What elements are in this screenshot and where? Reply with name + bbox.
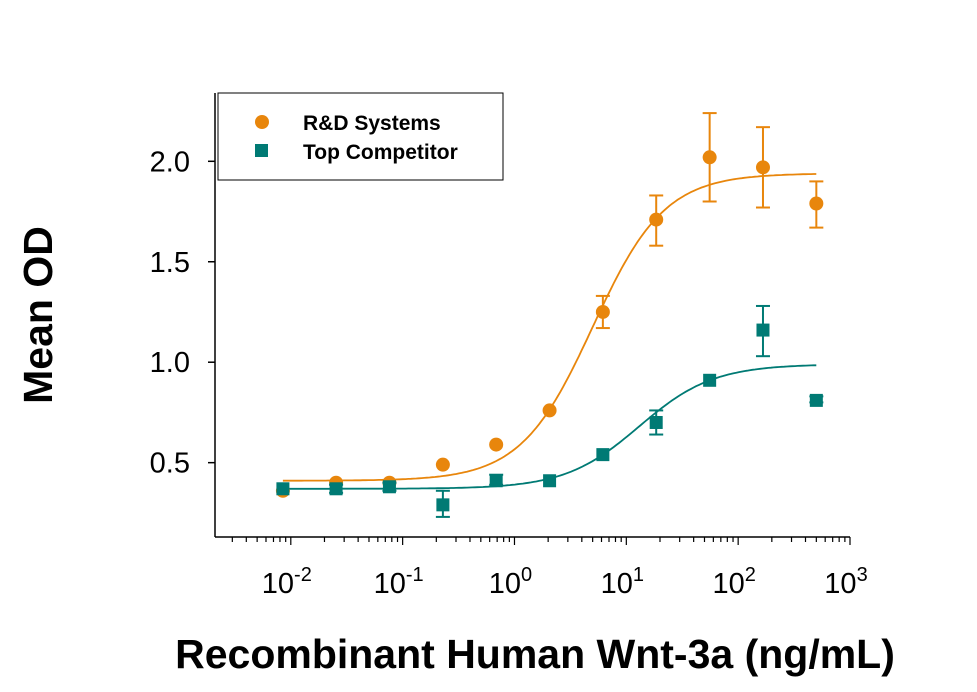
data-point-square bbox=[382, 480, 396, 494]
data-point-square bbox=[489, 474, 503, 488]
data-point-circle bbox=[755, 160, 770, 175]
y-tick-label: 0.5 bbox=[150, 448, 190, 480]
legend-label-rd-systems: R&D Systems bbox=[303, 112, 441, 135]
data-point-circle bbox=[649, 212, 664, 227]
data-point-square bbox=[809, 393, 823, 407]
x-tick-label: 103 bbox=[824, 564, 867, 600]
data-point-square bbox=[703, 373, 717, 387]
x-tick-label: 101 bbox=[601, 564, 644, 600]
legend: R&D Systems Top Competitor bbox=[217, 92, 504, 181]
fit-curve bbox=[282, 364, 817, 490]
y-tick-label: 2.0 bbox=[150, 146, 190, 178]
x-tick-label: 100 bbox=[489, 564, 532, 600]
x-tick-label: 10-1 bbox=[374, 564, 424, 600]
data-point-circle bbox=[435, 457, 450, 472]
fit-curves bbox=[282, 173, 817, 490]
x-axis-title: Recombinant Human Wnt-3a (ng/mL) bbox=[175, 631, 895, 677]
data-point-square bbox=[596, 448, 610, 462]
x-tick-label: 10-2 bbox=[262, 564, 312, 600]
data-point-circle bbox=[595, 304, 610, 319]
data-point-circle bbox=[809, 196, 824, 211]
y-tick-label: 1.0 bbox=[150, 347, 190, 379]
axes: 0.5 1.0 1.5 2.0 10-2 10-1 100 101 102 103 bbox=[150, 93, 868, 600]
legend-box bbox=[217, 92, 504, 181]
data-point-square bbox=[329, 482, 343, 496]
data-point-square bbox=[276, 482, 290, 496]
y-axis-title: Mean OD bbox=[15, 226, 61, 404]
legend-marker-rd-systems bbox=[255, 115, 269, 129]
data-points bbox=[275, 112, 824, 518]
data-point-square bbox=[756, 323, 770, 337]
x-tick-label: 102 bbox=[712, 564, 755, 600]
y-tick-label: 1.5 bbox=[150, 247, 190, 279]
legend-marker-top-competitor bbox=[255, 144, 268, 157]
data-point-circle bbox=[489, 437, 504, 452]
legend-label-top-competitor: Top Competitor bbox=[303, 141, 458, 164]
fit-curve bbox=[282, 173, 817, 482]
data-point-circle bbox=[702, 150, 717, 165]
data-point-circle bbox=[542, 403, 557, 418]
data-point-square bbox=[436, 498, 450, 512]
data-point-square bbox=[543, 474, 557, 488]
data-point-square bbox=[649, 415, 663, 429]
